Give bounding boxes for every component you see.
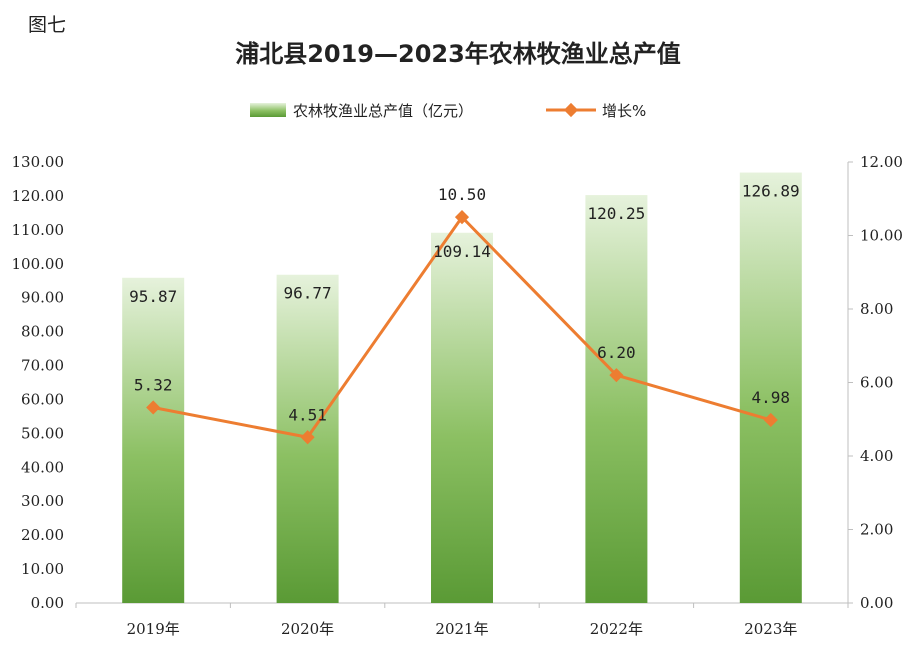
growth-value-label: 5.32: [134, 375, 173, 394]
line-series: [146, 210, 778, 445]
bar-value-label: 109.14: [433, 242, 491, 261]
growth-value-label: 4.98: [752, 388, 791, 407]
y-left-tick-label: 120.00: [12, 187, 65, 205]
y-left-tick-label: 50.00: [21, 424, 64, 442]
x-tick-label: 2023年: [744, 620, 797, 638]
growth-value-label: 4.51: [288, 405, 327, 424]
bar-value-label: 126.89: [742, 182, 800, 201]
bar-value-label: 95.87: [129, 287, 177, 306]
y-right-tick-label: 2.00: [860, 521, 893, 539]
y-left-tick-label: 110.00: [12, 221, 65, 239]
y-right-tick-label: 8.00: [860, 300, 893, 318]
x-tick-label: 2022年: [590, 620, 643, 638]
y-left-tick-label: 0.00: [31, 594, 64, 612]
x-tick-label: 2021年: [435, 620, 488, 638]
y-left-tick-label: 30.00: [21, 492, 64, 510]
bar: [739, 172, 802, 603]
y-right-tick-label: 0.00: [860, 594, 893, 612]
bar-value-label: 96.77: [284, 284, 332, 303]
growth-point: [146, 400, 161, 415]
figure-label: 图七: [28, 14, 67, 36]
y-right-tick-label: 12.00: [860, 153, 903, 171]
chart-axes: 0.00 10.00 20.00 30.00 40.00 50.00 60.00 70.00 8…: [12, 153, 903, 638]
chart-legend: 农林牧渔业总产值（亿元） 增长%: [250, 102, 646, 120]
y-left-tick-label: 130.00: [12, 153, 65, 171]
growth-point: [609, 368, 624, 383]
y-right-tick-label: 4.00: [860, 447, 893, 465]
growth-point: [300, 430, 315, 445]
bar: [122, 277, 185, 603]
legend-line-label: 增长%: [602, 102, 646, 120]
bar-series: [122, 172, 802, 603]
growth-point: [763, 412, 778, 428]
y-left-tick-label: 90.00: [21, 289, 64, 307]
bar-value-label: 120.25: [588, 204, 646, 223]
y-left-tick-label: 100.00: [12, 255, 65, 273]
legend-bar-swatch: [250, 103, 286, 117]
y-left-tick-label: 60.00: [21, 390, 64, 408]
y-left-tick-label: 70.00: [21, 357, 64, 375]
y-left-tick-label: 40.00: [21, 458, 64, 476]
legend-bar-label: 农林牧渔业总产值（亿元）: [293, 102, 473, 120]
bar: [585, 195, 648, 603]
growth-value-label: 6.20: [597, 343, 636, 362]
x-tick-label: 2019年: [127, 620, 180, 638]
y-right-tick-label: 6.00: [860, 374, 893, 392]
chart-title: 浦北县2019—2023年农林牧渔业总产值: [235, 40, 681, 68]
bar: [431, 232, 493, 603]
growth-point: [454, 210, 470, 225]
y-left-tick-label: 10.00: [21, 560, 64, 578]
y-left-tick-label: 20.00: [21, 526, 64, 544]
legend-line-marker: [563, 102, 579, 118]
y-right-tick-label: 10.00: [860, 227, 903, 245]
data-labels: 95.87 96.77 109.14 120.25 126.89 5.32 4.51 10.5…: [129, 182, 800, 425]
x-tick-label: 2020年: [281, 620, 334, 638]
y-left-tick-label: 80.00: [21, 323, 64, 341]
growth-value-label: 10.50: [438, 185, 486, 204]
